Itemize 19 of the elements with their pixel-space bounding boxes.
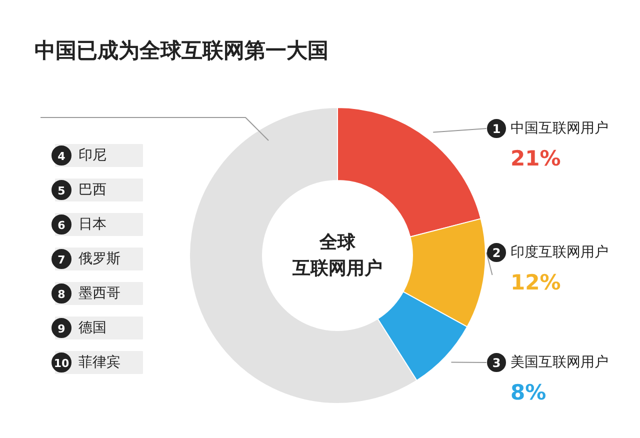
data-label: 21% — [510, 146, 561, 170]
text: 全球 — [318, 232, 356, 253]
text: 7 俄罗斯 — [58, 251, 120, 267]
text: 10 菲律宾 — [54, 354, 120, 370]
slice-label: 中国互联网用户 — [510, 120, 608, 136]
text: 4 印尼 — [58, 148, 106, 164]
text: 9 德国 — [58, 320, 106, 336]
text: 2 — [492, 246, 501, 260]
slice-label: 美国互联网用户 — [510, 354, 608, 370]
chart-title: 中国已成为全球互联网第一大国 — [34, 38, 328, 62]
text: 5 巴西 — [58, 182, 106, 198]
text: 3 — [492, 356, 501, 370]
data-label: 8% — [510, 380, 546, 404]
slice-label: 印度互联网用户 — [510, 244, 608, 260]
text: 1 — [492, 122, 501, 136]
text: 互联网用户 — [292, 258, 382, 279]
text: 8 墨西哥 — [58, 286, 120, 302]
data-label: 12% — [510, 270, 561, 294]
text: 6 日本 — [58, 216, 106, 232]
